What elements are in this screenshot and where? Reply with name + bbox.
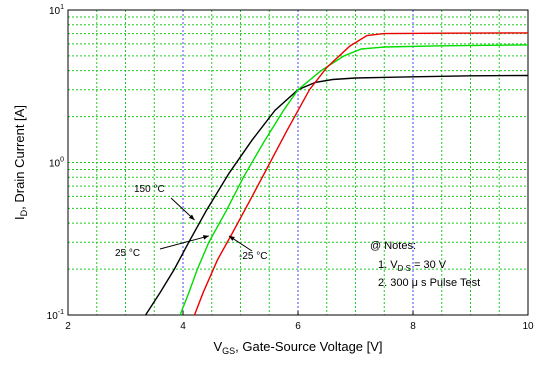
x-tick-label: 4 (180, 321, 186, 332)
y-tick-base: 10 (47, 311, 59, 322)
y-tick-base: 10 (49, 159, 61, 170)
notes-line-1-prefix: 1. V (378, 259, 398, 271)
y-tick-label: 100 (49, 157, 64, 170)
y-tick-exponent: 0 (60, 157, 64, 164)
x-tick-label: 2 (65, 321, 71, 332)
annotation-label: -25 °C (239, 251, 267, 262)
x-axis-label-subscript: GS (222, 346, 235, 356)
x-axis-label: VGS, Gate-Source Voltage [V] (213, 339, 382, 356)
x-axis-label-rest: , Gate-Source Voltage [V] (235, 339, 382, 354)
y-axis-label-main: I (12, 216, 27, 220)
series-line-2 (193, 32, 529, 316)
series-line-1 (179, 44, 529, 316)
x-axis-label-main: V (213, 339, 222, 354)
x-tick-label: 10 (522, 321, 534, 332)
grid-lines (68, 10, 528, 315)
y-axis-label: ID, Drain Current [A] (12, 105, 29, 220)
annotation-label: 150 °C (134, 184, 165, 195)
x-tick-label: 8 (410, 321, 416, 332)
annotation-arrowhead (229, 235, 235, 241)
notes-line-2: 2. 300 μ s Pulse Test (378, 277, 480, 289)
x-tick-label: 6 (295, 321, 301, 332)
notes-line-1-subscript: D S (398, 264, 411, 273)
y-tick-label: 10-1 (47, 309, 64, 322)
y-axis-label-rest: , Drain Current [A] (12, 105, 27, 210)
curve-annotations: 150 °C 25 °C -25 °C (115, 184, 267, 262)
series-line-0 (145, 74, 529, 316)
y-tick-label: 101 (49, 4, 64, 17)
annotation-arrow (159, 235, 210, 250)
y-tick-exponent: -1 (58, 309, 64, 316)
annotation-label: 25 °C (115, 248, 140, 259)
y-axis-label-subscript: D (19, 209, 29, 216)
data-series (145, 32, 529, 316)
notes-line-1-suffix: = 30 V (411, 259, 447, 271)
y-tick-exponent: 1 (60, 4, 64, 11)
notes-line-1: 1. VD S = 30 V (378, 259, 447, 273)
notes-title: @ Notes: (370, 240, 416, 252)
annotation-arrowhead (202, 235, 209, 240)
y-tick-base: 10 (49, 6, 61, 17)
annotation-arrowhead (188, 214, 195, 220)
